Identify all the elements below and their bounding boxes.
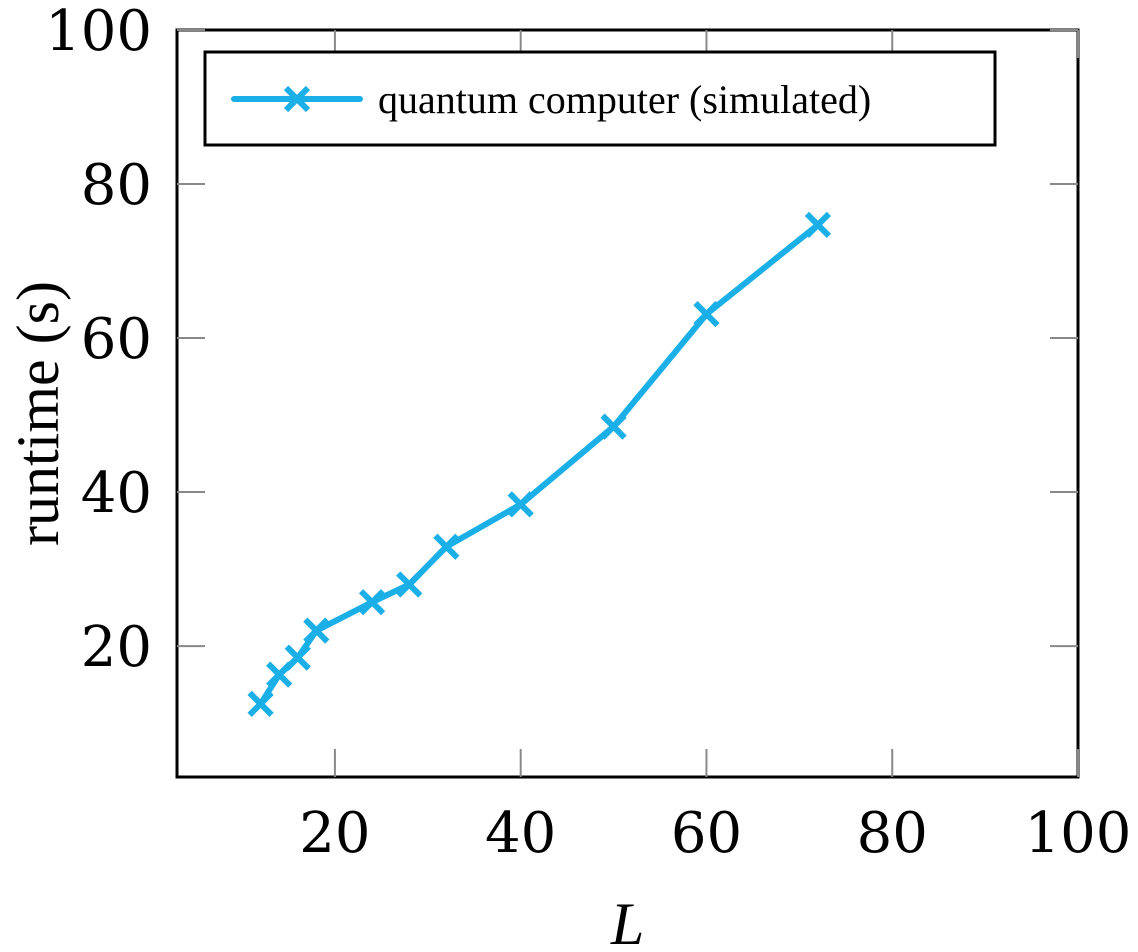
legend-marker	[283, 85, 311, 113]
x-tick-label: 100	[1025, 801, 1132, 866]
x-axis-tick-labels: 20 40 60 80 100	[299, 801, 1131, 866]
y-axis-tick-labels: 20 40 60 80 100	[45, 0, 152, 680]
data-point-marker	[247, 690, 274, 717]
y-tick-label: 100	[45, 0, 152, 64]
data-point-marker	[693, 301, 720, 328]
legend: quantum computer (simulated)	[203, 50, 997, 147]
plot-frame	[175, 28, 1080, 779]
data-point-marker	[303, 617, 330, 644]
y-tick-label: 60	[81, 307, 152, 372]
data-point-marker	[358, 589, 386, 616]
legend-label: quantum computer (simulated)	[378, 77, 871, 122]
y-tick-label: 80	[81, 153, 152, 218]
series-line	[257, 221, 821, 707]
x-tick-label: 20	[299, 801, 370, 866]
data-point-marker	[507, 491, 534, 518]
data-point-marker	[433, 533, 460, 560]
series-layer	[247, 211, 832, 717]
x-tick-label: 80	[857, 801, 928, 866]
y-tick-label: 40	[81, 461, 152, 526]
legend-swatch-marker	[283, 85, 311, 113]
x-tick-label: 60	[671, 801, 742, 866]
x-tick-label: 40	[485, 801, 556, 866]
data-point-marker	[396, 571, 423, 598]
plot-area	[175, 28, 1080, 779]
data-point-marker	[600, 413, 627, 440]
y-tick-label: 20	[81, 615, 152, 680]
data-point-marker	[804, 211, 832, 238]
y-axis-title: runtime (s)	[5, 281, 71, 546]
data-point-marker	[284, 644, 311, 671]
x-axis-title: L	[610, 891, 644, 952]
